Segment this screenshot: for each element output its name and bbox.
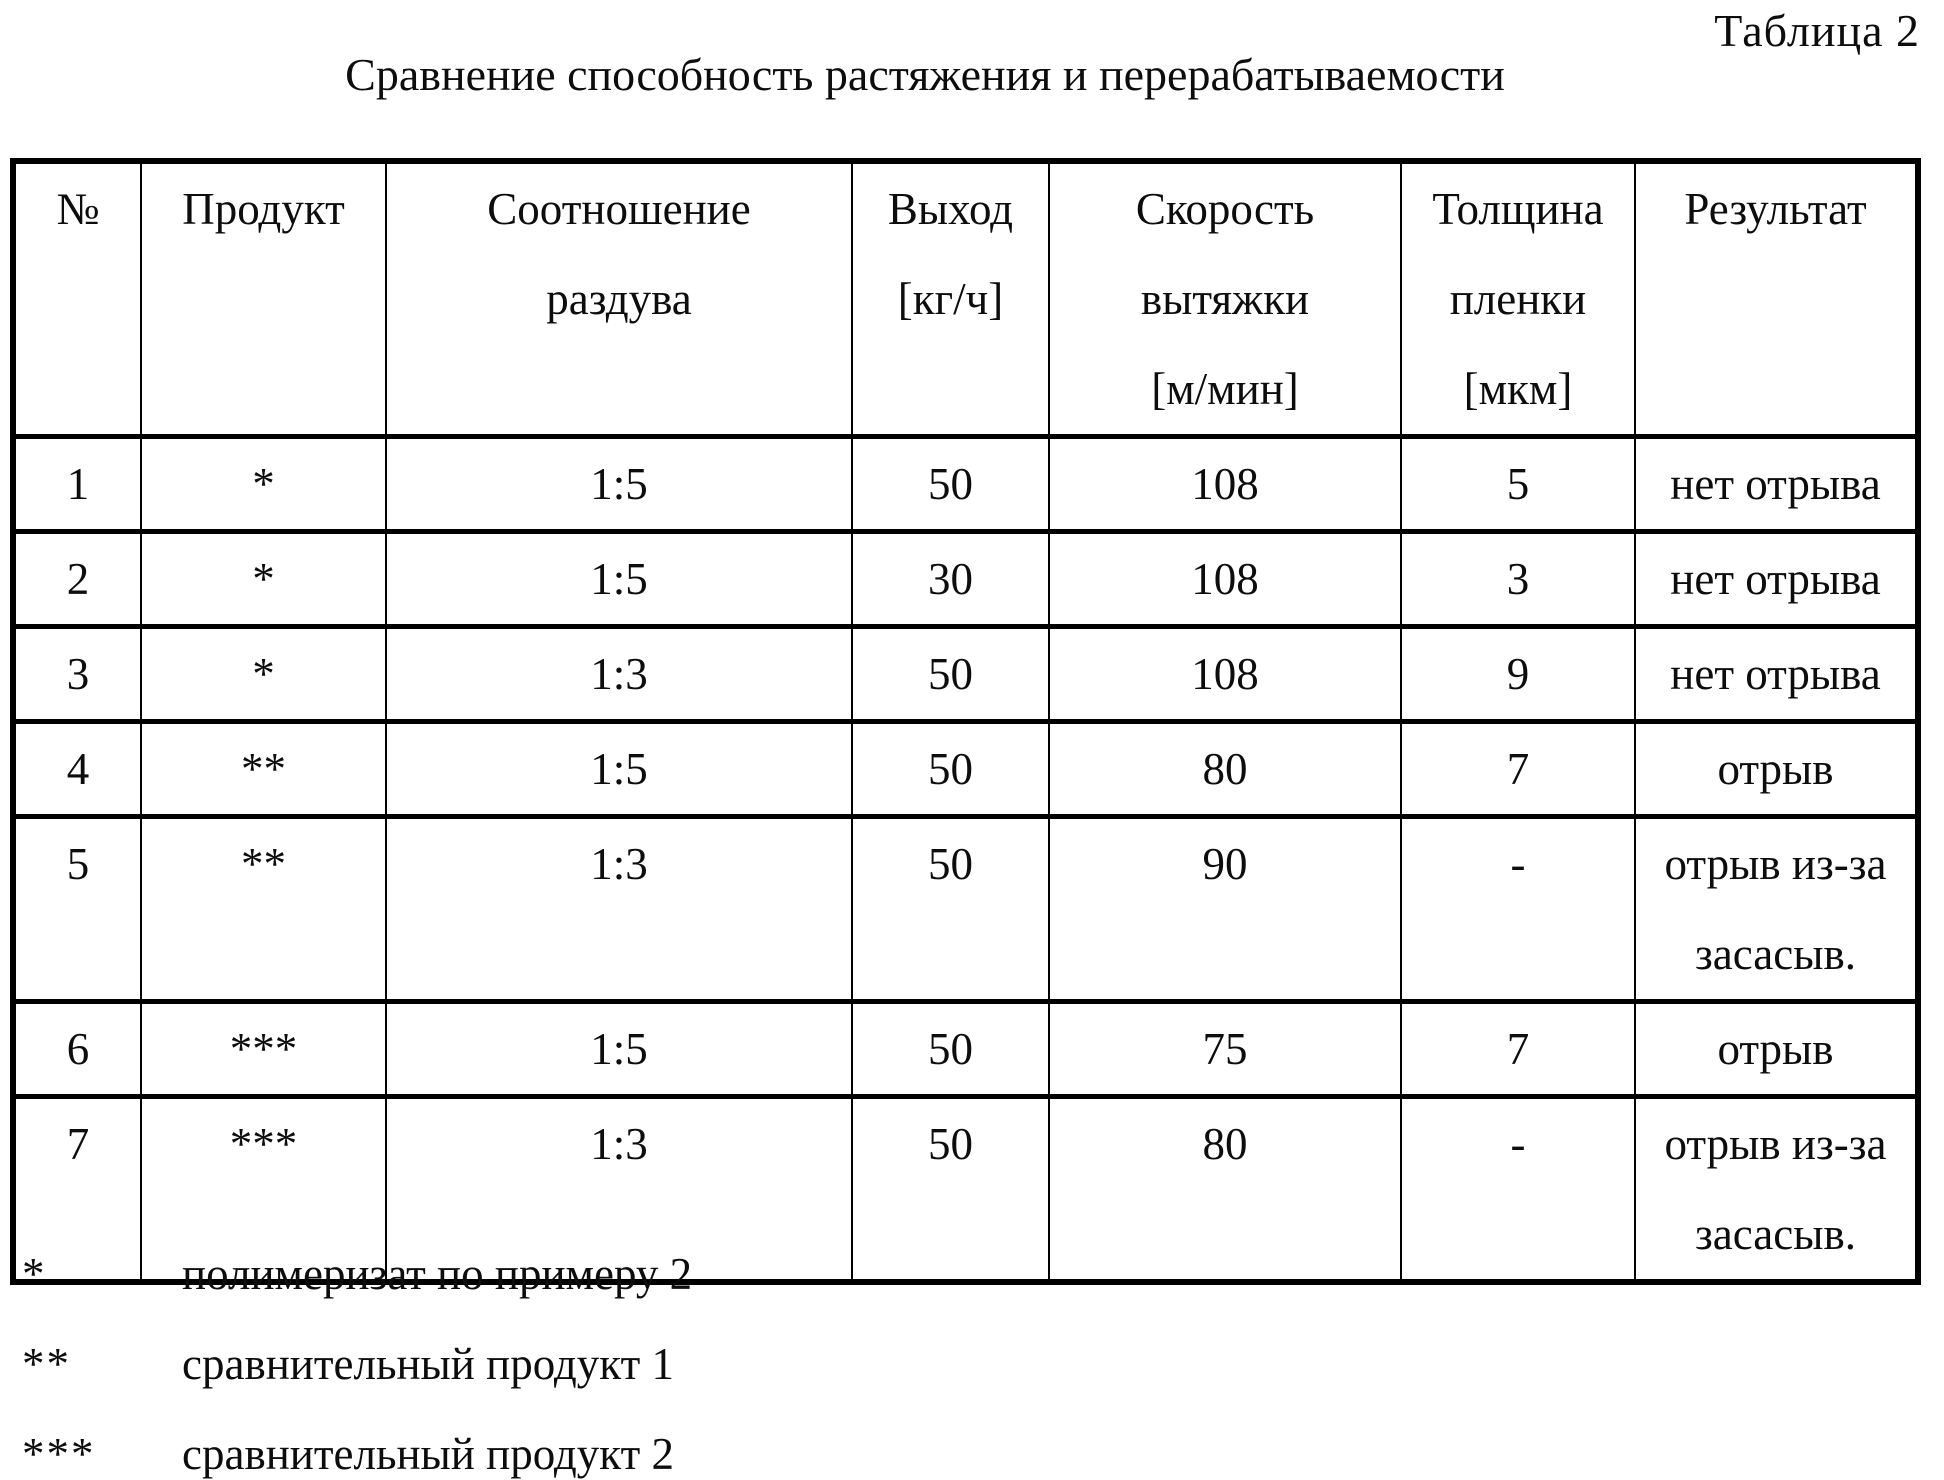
header-col-output: Выход [кг/ч] [851,158,1050,439]
header-col-result: Результат [1634,158,1919,439]
cell-row5-ratio: 1:3 [385,814,853,1004]
header-col-product: Продукт [140,158,387,439]
footnote-row: *** сравнительный продукт 2 [22,1427,692,1480]
footnote-row: * полимеризат по примеру 2 [22,1247,692,1337]
table-number-label: Таблица 2 [1714,5,1920,56]
header-col-drawing-speed: Скорость вытяжки [м/мин] [1048,158,1402,439]
footnote-text: сравнительный продукт 2 [182,1429,674,1479]
cell-row6-ratio: 1:5 [385,999,853,1099]
cell-row6-output: 50 [851,999,1050,1099]
footnote-row: ** сравнительный продукт 1 [22,1337,692,1427]
cell-row2-thickness: 3 [1400,529,1636,629]
table-row: 1 * 1:5 50 108 5 нет отрыва [12,434,1919,534]
cell-row2-ratio: 1:5 [385,529,853,629]
cell-row5-speed: 90 [1048,814,1402,1004]
table-row: 4 ** 1:5 50 80 7 отрыв [12,719,1919,819]
cell-row7-product: *** [140,1094,387,1285]
cell-row2-number: 2 [12,529,142,629]
cell-row2-speed: 108 [1048,529,1402,629]
table-row: 6 *** 1:5 50 75 7 отрыв [12,999,1919,1099]
cell-row4-ratio: 1:5 [385,719,853,819]
cell-row7-result: отрыв из-за засасыв. [1634,1094,1919,1285]
footnote-text: сравнительный продукт 1 [182,1339,674,1389]
header-col-blow-ratio: Соотношение раздува [385,158,853,439]
footnotes-block: * полимеризат по примеру 2 ** сравнитель… [22,1247,692,1480]
table-header-row: № Продукт Соотношение раздува Выход [кг/… [12,158,1919,439]
cell-row4-thickness: 7 [1400,719,1636,819]
footnote-marker: ** [22,1339,71,1389]
cell-row3-output: 50 [851,624,1050,724]
comparison-table: № Продукт Соотношение раздува Выход [кг/… [10,158,1921,1285]
cell-row6-product: *** [140,999,387,1099]
cell-row1-thickness: 5 [1400,434,1636,534]
cell-row5-output: 50 [851,814,1050,1004]
footnote-marker: * [22,1249,47,1299]
table-row: 7 *** 1:3 50 80 - отрыв из-за засасыв. [12,1094,1919,1285]
cell-row3-number: 3 [12,624,142,724]
footnote-text: полимеризат по примеру 2 [182,1249,693,1299]
cell-row1-product: * [140,434,387,534]
cell-row3-ratio: 1:3 [385,624,853,724]
cell-row6-speed: 75 [1048,999,1402,1099]
cell-row3-speed: 108 [1048,624,1402,724]
cell-row1-number: 1 [12,434,142,534]
cell-row4-number: 4 [12,719,142,819]
cell-row5-thickness: - [1400,814,1636,1004]
header-col-film-thickness: Толщина пленки [мкм] [1400,158,1636,439]
cell-row6-thickness: 7 [1400,999,1636,1099]
cell-row4-output: 50 [851,719,1050,819]
cell-row1-result: нет отрыва [1634,434,1919,534]
cell-row4-product: ** [140,719,387,819]
cell-row4-result: отрыв [1634,719,1919,819]
cell-row1-ratio: 1:5 [385,434,853,534]
table-title: Сравнение способность растяжения и перер… [345,49,1505,100]
cell-row3-result: нет отрыва [1634,624,1919,724]
cell-row7-ratio: 1:3 [385,1094,853,1285]
table-row: 3 * 1:3 50 108 9 нет отрыва [12,624,1919,724]
cell-row6-number: 6 [12,999,142,1099]
table-row: 2 * 1:5 30 108 3 нет отрыва [12,529,1919,629]
cell-row1-output: 50 [851,434,1050,534]
cell-row2-result: нет отрыва [1634,529,1919,629]
cell-row5-result: отрыв из-за засасыв. [1634,814,1919,1004]
footnote-marker: *** [22,1429,96,1479]
cell-row5-product: ** [140,814,387,1004]
cell-row7-thickness: - [1400,1094,1636,1285]
header-col-number: № [12,158,142,439]
cell-row3-product: * [140,624,387,724]
cell-row4-speed: 80 [1048,719,1402,819]
cell-row2-product: * [140,529,387,629]
cell-row3-thickness: 9 [1400,624,1636,724]
cell-row7-number: 7 [12,1094,142,1285]
cell-row6-result: отрыв [1634,999,1919,1099]
table-row: 5 ** 1:3 50 90 - отрыв из-за засасыв. [12,814,1919,1004]
cell-row7-output: 50 [851,1094,1050,1285]
cell-row1-speed: 108 [1048,434,1402,534]
cell-row7-speed: 80 [1048,1094,1402,1285]
cell-row2-output: 30 [851,529,1050,629]
cell-row5-number: 5 [12,814,142,1004]
